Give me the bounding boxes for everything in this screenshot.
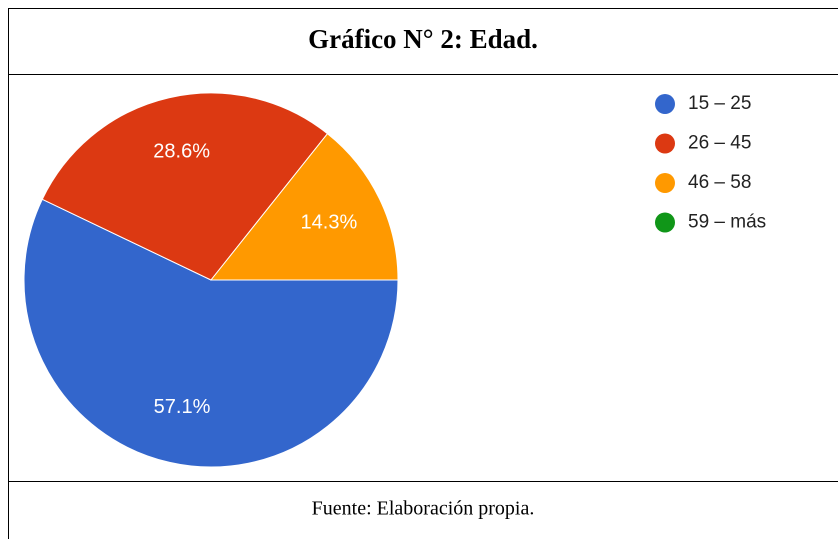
chart-title: Gráfico N° 2: Edad. [308, 24, 538, 54]
pie-slice [209, 132, 399, 281]
legend-swatch [655, 212, 675, 233]
legend-label: 46 – 58 [688, 172, 751, 193]
pie-slice [23, 198, 399, 468]
frame [8, 8, 838, 539]
legend-swatch [655, 173, 675, 193]
legend-label: 15 – 25 [688, 93, 751, 114]
legend-label: 26 – 45 [688, 133, 751, 154]
legend-swatch [655, 133, 675, 154]
slice-label: 14.3% [301, 211, 358, 233]
legend-label: 59 – más [688, 212, 766, 233]
slice-label: 28.6% [153, 141, 210, 163]
pie-slice [41, 92, 329, 281]
legend-swatch [655, 94, 675, 114]
source-note: Fuente: Elaboración propia. [312, 498, 535, 520]
slice-label: 57.1% [154, 396, 211, 418]
